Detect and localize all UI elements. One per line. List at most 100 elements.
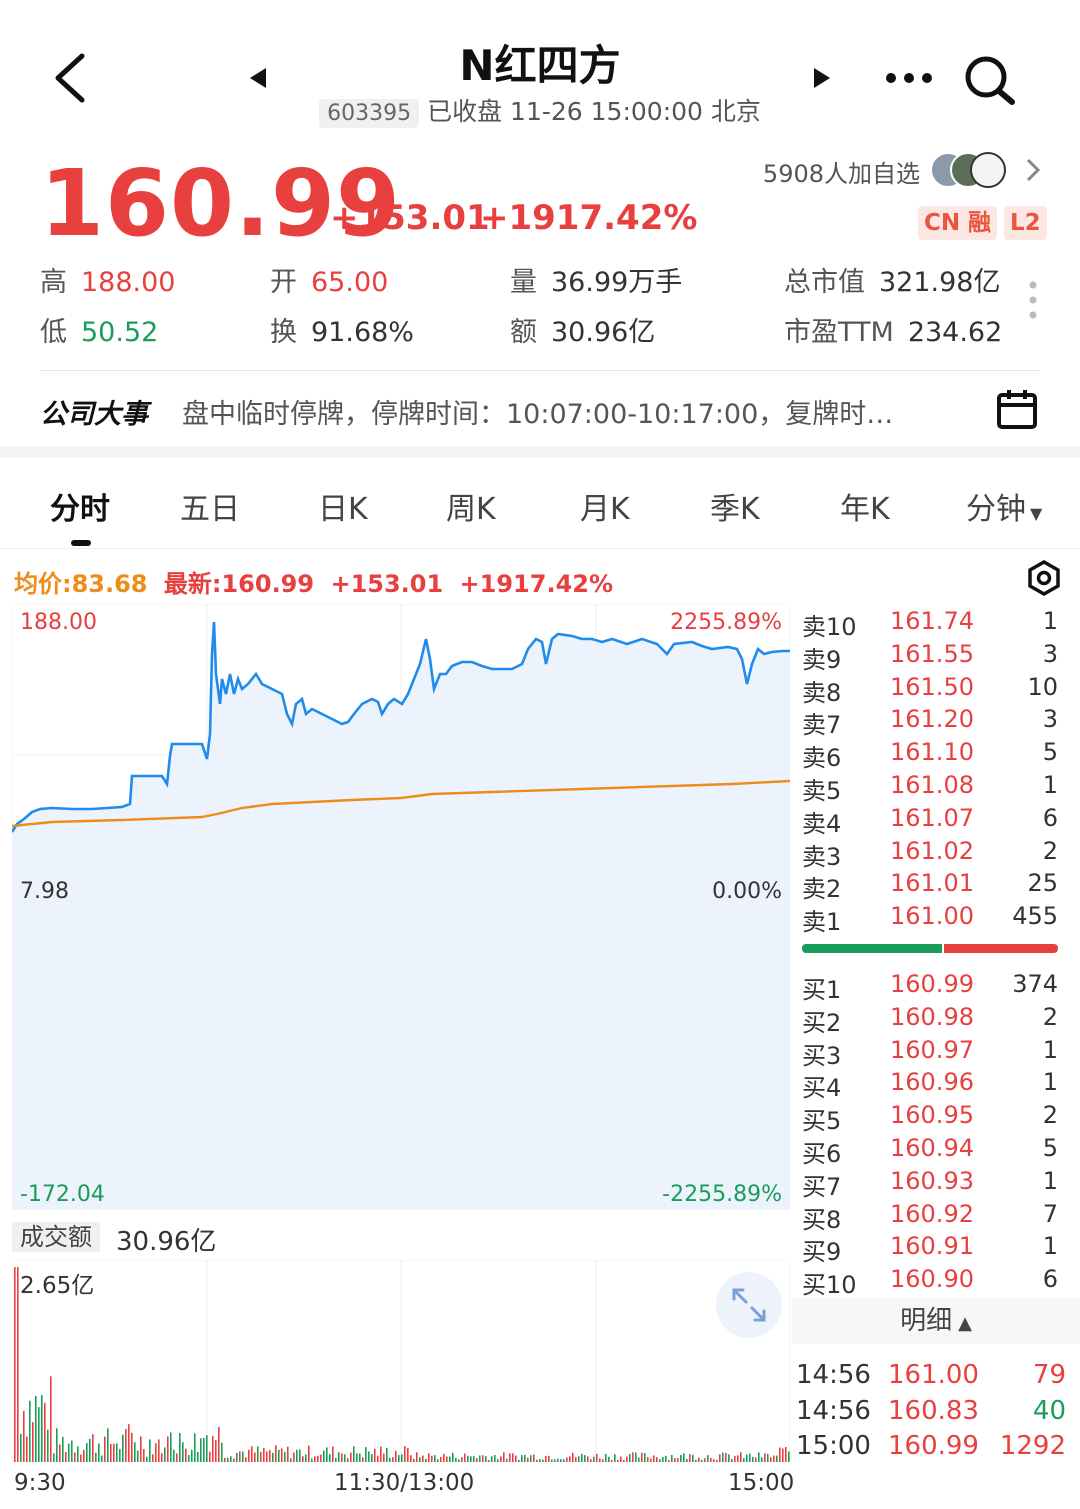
volume-bar [98,1443,100,1462]
stat-volume: 量 36.99万手 [510,267,683,298]
volume-bar [32,1422,34,1462]
next-stock-icon[interactable] [812,66,832,90]
expand-stats-icon[interactable] [1028,280,1038,320]
follower-avatars[interactable] [930,150,1010,190]
volume-bar [50,1376,52,1462]
volume-bar [317,1455,319,1462]
bid-qty: 6 [1042,1265,1058,1294]
ask-qty: 3 [1042,705,1058,734]
chart-prev-close: 7.98 [20,879,69,904]
trade-row: 14:56 161.00 79 [796,1360,1066,1395]
followers-count[interactable]: 5908人加自选 [762,160,920,188]
volume-bar [701,1459,703,1462]
volume-bar [287,1446,289,1462]
volume-chart[interactable]: 2.65亿 [11,1259,791,1463]
volume-bar [629,1453,631,1462]
volume-bar [482,1455,484,1462]
tab-daily-k[interactable]: 日K [318,492,368,527]
tab-yearly-k[interactable]: 年K [840,492,890,527]
tab-intraday[interactable]: 分时 [50,492,110,527]
bid-row[interactable]: 买7 160.93 1 [802,1167,1058,1201]
volume-bar [623,1459,625,1462]
volume-bar [788,1451,790,1462]
ask-price: 161.20 [890,705,974,734]
ask-row[interactable]: 卖2 161.01 25 [802,869,1058,903]
trade-price: 161.00 [888,1360,979,1390]
bid-row[interactable]: 买9 160.91 1 [802,1232,1058,1266]
ask-row[interactable]: 卖10 161.74 1 [802,607,1058,641]
prev-stock-icon[interactable] [248,66,268,90]
bid-row[interactable]: 买2 160.98 2 [802,1002,1058,1037]
ask-price: 161.00 [890,902,974,931]
volume-bar [314,1456,316,1462]
bid-qty: 2 [1042,1002,1058,1031]
volume-bar [548,1455,550,1462]
bid-qty: 2 [1042,1101,1058,1130]
volume-bar [26,1436,28,1462]
ask-row[interactable]: 卖3 161.02 2 [802,837,1058,871]
volume-bar [401,1454,403,1462]
bid-row[interactable]: 买6 160.94 5 [802,1134,1058,1168]
calendar-icon[interactable] [996,388,1038,430]
volume-bar [611,1459,613,1462]
time-axis-start: 9:30 [14,1470,66,1496]
volume-bar [764,1453,766,1462]
volume-bar [740,1452,742,1462]
ask-row[interactable]: 卖9 161.55 3 [802,639,1058,674]
tab-quarterly-k[interactable]: 季K [710,492,760,527]
volume-bar [383,1453,385,1462]
volume-bar [509,1453,511,1462]
fullscreen-button[interactable] [716,1272,782,1338]
volume-bar [665,1455,667,1462]
trade-time: 15:00 [796,1431,871,1461]
bid-qty: 1 [1042,1035,1058,1064]
bid-qty: 5 [1042,1134,1058,1162]
intraday-price-chart[interactable]: 188.00 2255.89% 7.98 0.00% -172.04 -2255… [10,603,791,1211]
volume-bar [371,1454,373,1462]
back-icon[interactable] [50,52,90,104]
bid-row[interactable]: 买5 160.95 2 [802,1101,1058,1135]
bid-row[interactable]: 买8 160.92 7 [802,1200,1058,1234]
avg-price: 均价:83.68 [14,570,148,598]
tab-minute[interactable]: 分钟 ▼ [966,492,1043,527]
volume-bar [113,1443,115,1462]
bid-row[interactable]: 买4 160.96 1 [802,1068,1058,1102]
volume-bar [671,1455,673,1462]
more-icon[interactable] [884,70,934,86]
volume-bar [422,1455,424,1462]
chart-min-price: -172.04 [20,1182,105,1207]
ask-row[interactable]: 卖1 161.00 455 [802,902,1058,936]
bid-row[interactable]: 买1 160.99 374 [802,970,1058,1004]
avg-price-line [11,779,791,828]
ask-row[interactable]: 卖7 161.20 3 [802,705,1058,739]
volume-bar [110,1443,112,1462]
volume-bar [431,1455,433,1462]
trade-price: 160.99 [888,1431,979,1461]
bid-row[interactable]: 买10 160.90 6 [802,1265,1058,1299]
ask-row[interactable]: 卖4 161.07 6 [802,804,1058,838]
chevron-right-icon[interactable] [1024,156,1042,184]
ask-row[interactable]: 卖6 161.10 5 [802,738,1058,772]
volume-bar [530,1455,532,1462]
volume-bar [356,1453,358,1462]
company-events-text[interactable]: 盘中临时停牌，停牌时间：10:07:00-10:17:00，复牌时… [182,399,894,430]
ask-price: 161.50 [890,672,974,701]
latest-price: 最新:160.99 [163,570,315,598]
bid-row[interactable]: 买3 160.97 1 [802,1035,1058,1070]
tab-weekly-k[interactable]: 周K [446,492,496,527]
volume-bar [428,1453,430,1462]
volume-bar [206,1435,208,1462]
ask-row[interactable]: 卖8 161.50 10 [802,672,1058,707]
settings-icon[interactable] [1026,560,1062,596]
volume-bar [758,1452,760,1462]
search-icon[interactable] [962,54,1018,106]
volume-bar [668,1459,670,1462]
tab-monthly-k[interactable]: 月K [580,492,630,527]
bid-price: 160.95 [890,1101,974,1130]
ask-price: 161.55 [890,639,974,668]
tab-five-day[interactable]: 五日 [180,492,240,527]
active-tab-indicator [71,540,91,546]
detail-toggle[interactable]: 明细 ▲ [792,1298,1080,1344]
ask-row[interactable]: 卖5 161.08 1 [802,771,1058,805]
volume-bar [137,1450,139,1462]
